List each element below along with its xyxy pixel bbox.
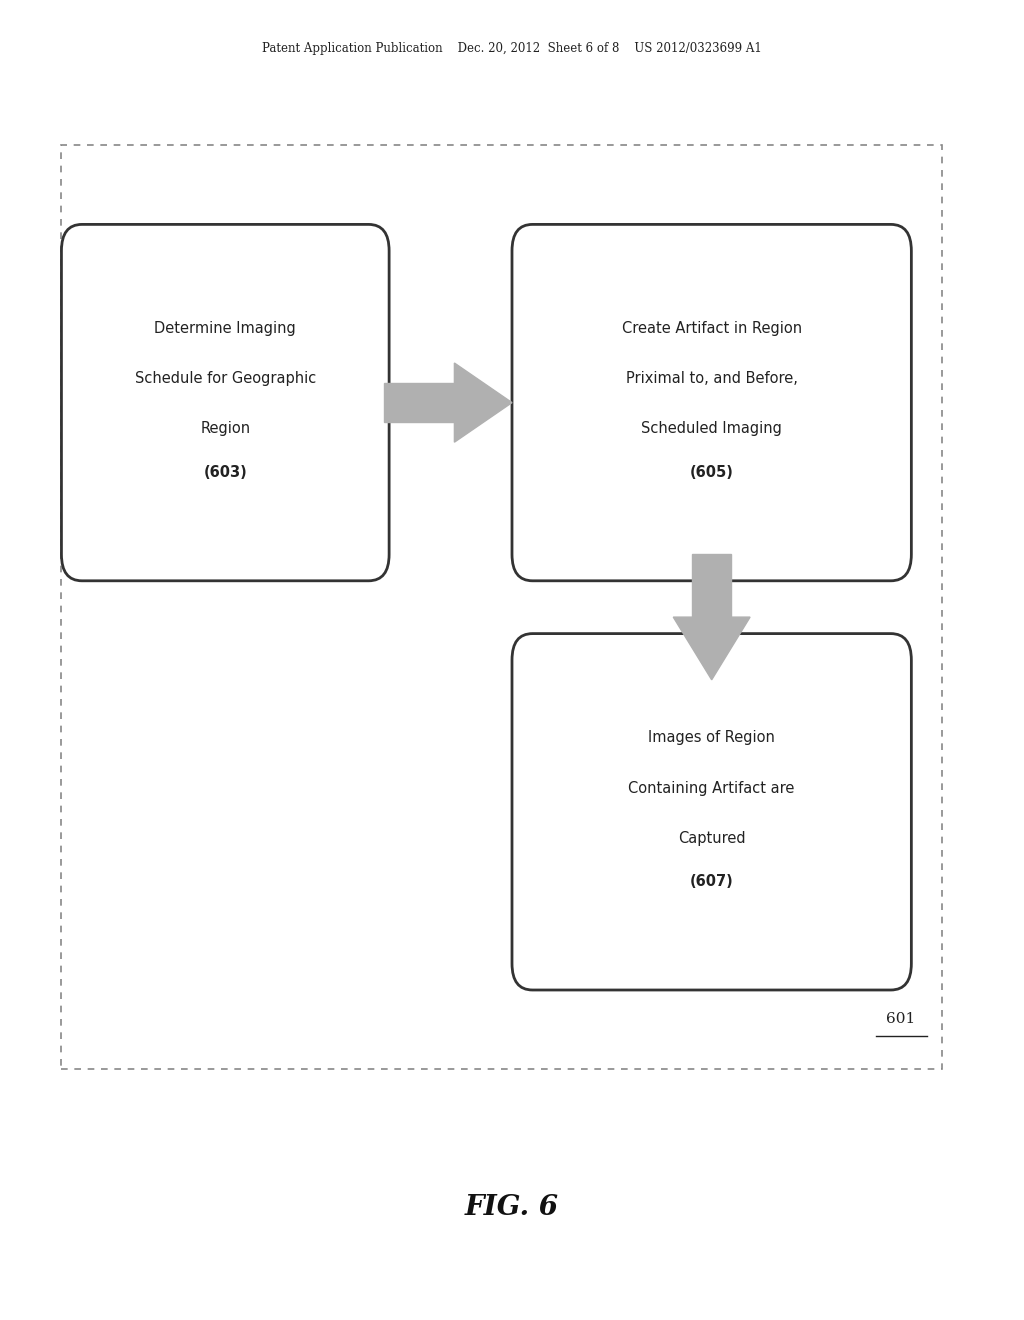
- Polygon shape: [674, 618, 750, 680]
- Text: FIG. 6: FIG. 6: [465, 1195, 559, 1221]
- Polygon shape: [455, 363, 512, 442]
- FancyBboxPatch shape: [384, 383, 455, 422]
- FancyBboxPatch shape: [61, 224, 389, 581]
- FancyBboxPatch shape: [692, 554, 731, 618]
- Text: Images of Region: Images of Region: [648, 730, 775, 746]
- Text: Create Artifact in Region: Create Artifact in Region: [622, 321, 802, 337]
- FancyBboxPatch shape: [512, 634, 911, 990]
- Text: Containing Artifact are: Containing Artifact are: [629, 780, 795, 796]
- Text: Priximal to, and Before,: Priximal to, and Before,: [626, 371, 798, 387]
- Text: Captured: Captured: [678, 830, 745, 846]
- Text: Schedule for Geographic: Schedule for Geographic: [134, 371, 316, 387]
- Text: (603): (603): [204, 465, 247, 480]
- FancyBboxPatch shape: [61, 145, 942, 1069]
- Text: Region: Region: [201, 421, 250, 437]
- Text: (607): (607): [690, 874, 733, 890]
- Text: 601: 601: [887, 1012, 915, 1026]
- Text: Determine Imaging: Determine Imaging: [155, 321, 296, 337]
- FancyBboxPatch shape: [512, 224, 911, 581]
- Text: Patent Application Publication    Dec. 20, 2012  Sheet 6 of 8    US 2012/0323699: Patent Application Publication Dec. 20, …: [262, 42, 762, 55]
- Text: (605): (605): [690, 465, 733, 480]
- Text: Scheduled Imaging: Scheduled Imaging: [641, 421, 782, 437]
